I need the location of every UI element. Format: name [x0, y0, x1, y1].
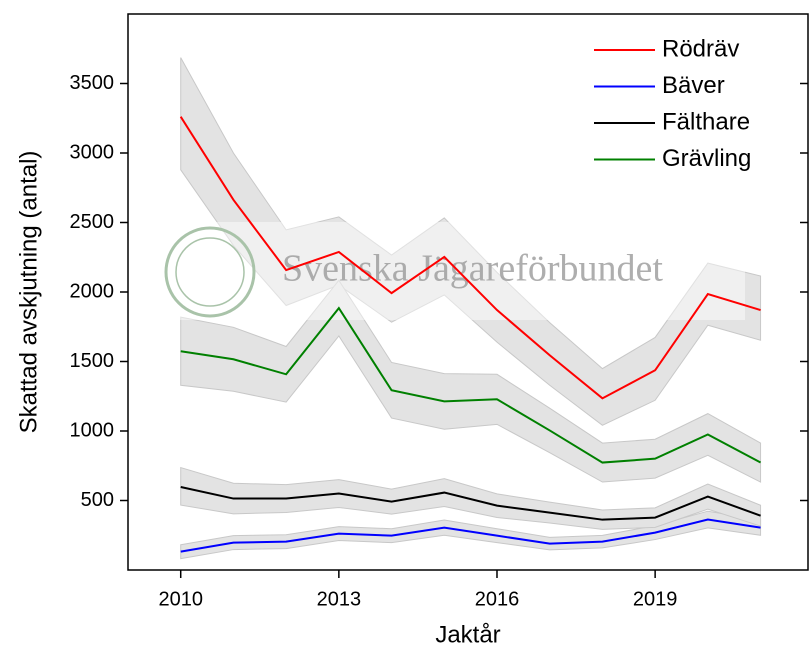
- y-tick-label: 3000: [70, 141, 115, 163]
- x-axis-label: Jaktår: [435, 621, 500, 648]
- x-tick-label: 2010: [158, 588, 203, 610]
- y-tick-label: 500: [81, 489, 114, 511]
- x-tick-label: 2016: [475, 588, 520, 610]
- watermark-logo: [164, 226, 256, 318]
- y-tick-label: 1000: [70, 419, 115, 441]
- x-tick-label: 2013: [317, 588, 362, 610]
- legend-label: Rödräv: [662, 35, 739, 62]
- y-tick-label: 2500: [70, 211, 115, 233]
- watermark-band: [180, 222, 745, 320]
- legend-label: Grävling: [662, 145, 751, 172]
- confidence-band: [180, 279, 762, 483]
- legend-label: Fälthare: [662, 108, 750, 135]
- x-tick-label: 2019: [633, 588, 678, 610]
- y-axis-label: Skattad avskjutning (antal): [15, 151, 42, 434]
- series-line: [180, 486, 761, 521]
- watermark-text: Svenska Jägareförbundet: [282, 248, 663, 290]
- legend-label: Bäver: [662, 72, 725, 99]
- confidence-band: [180, 510, 762, 560]
- y-tick-label: 3500: [70, 72, 115, 94]
- y-tick-label: 1500: [70, 350, 115, 372]
- series-line: [180, 518, 761, 553]
- series-line: [180, 306, 762, 464]
- y-tick-label: 2000: [70, 280, 115, 302]
- watermark-logo-inner: [175, 237, 245, 307]
- series-line: [179, 116, 761, 400]
